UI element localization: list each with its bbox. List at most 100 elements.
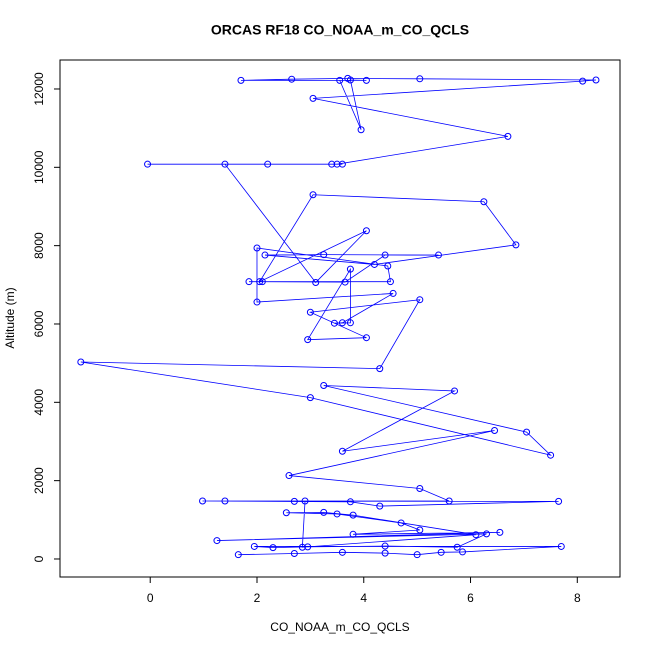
data-point — [256, 278, 264, 286]
data-point — [253, 244, 261, 252]
y-tick-label: 6000 — [32, 310, 46, 337]
data-point — [221, 497, 229, 505]
data-point — [453, 543, 461, 551]
data-point — [459, 548, 467, 556]
data-point — [328, 160, 336, 168]
data-point — [445, 497, 453, 505]
data-point — [288, 75, 296, 83]
data-point — [416, 484, 424, 492]
data-point — [237, 76, 245, 84]
data-point — [320, 381, 328, 389]
data-point — [77, 358, 85, 366]
data-point — [555, 497, 563, 505]
data-point — [512, 241, 520, 249]
data-point — [285, 472, 293, 480]
data-point — [346, 76, 354, 84]
y-axis-title: Altitude (m) — [3, 287, 17, 348]
data-point — [309, 191, 317, 199]
data-point — [336, 76, 344, 84]
data-point — [349, 511, 357, 519]
plot-frame — [59, 59, 621, 578]
data-point — [213, 537, 221, 545]
data-point — [269, 544, 277, 552]
data-point — [338, 319, 346, 327]
data-point — [389, 289, 397, 297]
data-point — [250, 542, 258, 550]
data-point — [330, 319, 338, 327]
data-point — [290, 550, 298, 557]
data-point — [282, 509, 290, 517]
x-tick-label: 0 — [147, 591, 154, 605]
data-point — [592, 76, 600, 84]
y-tick-label: 2000 — [32, 467, 46, 494]
y-tick-label: 10000 — [32, 150, 46, 184]
data-point — [261, 251, 269, 259]
y-tick-label: 4000 — [32, 389, 46, 416]
data-point — [298, 543, 306, 551]
data-point — [386, 278, 394, 286]
chart-title: ORCAS RF18 CO_NOAA_m_CO_QCLS — [211, 22, 469, 38]
data-point — [333, 510, 341, 518]
data-point — [320, 251, 328, 259]
data-point — [491, 427, 499, 435]
data-point — [234, 551, 242, 559]
data-point — [357, 126, 365, 134]
data-point — [338, 548, 346, 556]
data-point — [381, 549, 389, 557]
data-point — [306, 394, 314, 402]
data-point — [304, 336, 312, 344]
data-point — [483, 530, 491, 538]
data-point — [523, 428, 531, 436]
data-point — [416, 526, 424, 534]
data-point — [416, 296, 424, 304]
data-point — [504, 132, 512, 140]
x-tick-label: 6 — [467, 591, 474, 605]
data-point — [144, 160, 152, 168]
y-tick-label: 8000 — [32, 232, 46, 259]
x-tick-label: 4 — [360, 591, 367, 605]
data-point — [258, 278, 266, 286]
data-point — [397, 519, 405, 527]
data-point — [437, 548, 445, 556]
data-point — [301, 497, 309, 505]
x-tick-label: 8 — [574, 591, 581, 605]
data-point — [547, 451, 555, 459]
data-point — [557, 542, 565, 550]
data-point — [349, 530, 357, 538]
data-point — [245, 278, 253, 286]
data-point — [413, 551, 421, 559]
data-point — [320, 508, 328, 516]
data-point — [306, 308, 314, 316]
data-point — [381, 251, 389, 259]
data-point — [290, 497, 298, 505]
data-point — [341, 278, 349, 286]
y-tick-label: 12000 — [32, 72, 46, 106]
data-point — [199, 497, 207, 505]
data-point — [472, 531, 480, 539]
x-tick-label: 2 — [254, 591, 261, 605]
data-point — [579, 77, 587, 85]
x-axis-title: CO_NOAA_m_CO_QCLS — [270, 620, 409, 634]
data-point — [496, 528, 504, 536]
data-point — [304, 543, 312, 551]
data-point — [480, 198, 488, 206]
data-point — [312, 278, 320, 286]
data-point — [264, 160, 272, 168]
data-point — [362, 76, 370, 84]
data-point — [451, 387, 459, 395]
y-tick-label: 0 — [32, 555, 46, 562]
data-point — [338, 447, 346, 455]
data-point — [253, 298, 261, 306]
data-line — [80, 78, 597, 556]
data-point — [338, 160, 346, 168]
data-point — [346, 498, 354, 506]
data-point — [376, 502, 384, 510]
data-point — [221, 160, 229, 168]
data-point — [381, 542, 389, 550]
data-point — [333, 160, 341, 168]
data-point — [362, 227, 370, 235]
data-point — [346, 265, 354, 273]
data-point — [376, 365, 384, 373]
